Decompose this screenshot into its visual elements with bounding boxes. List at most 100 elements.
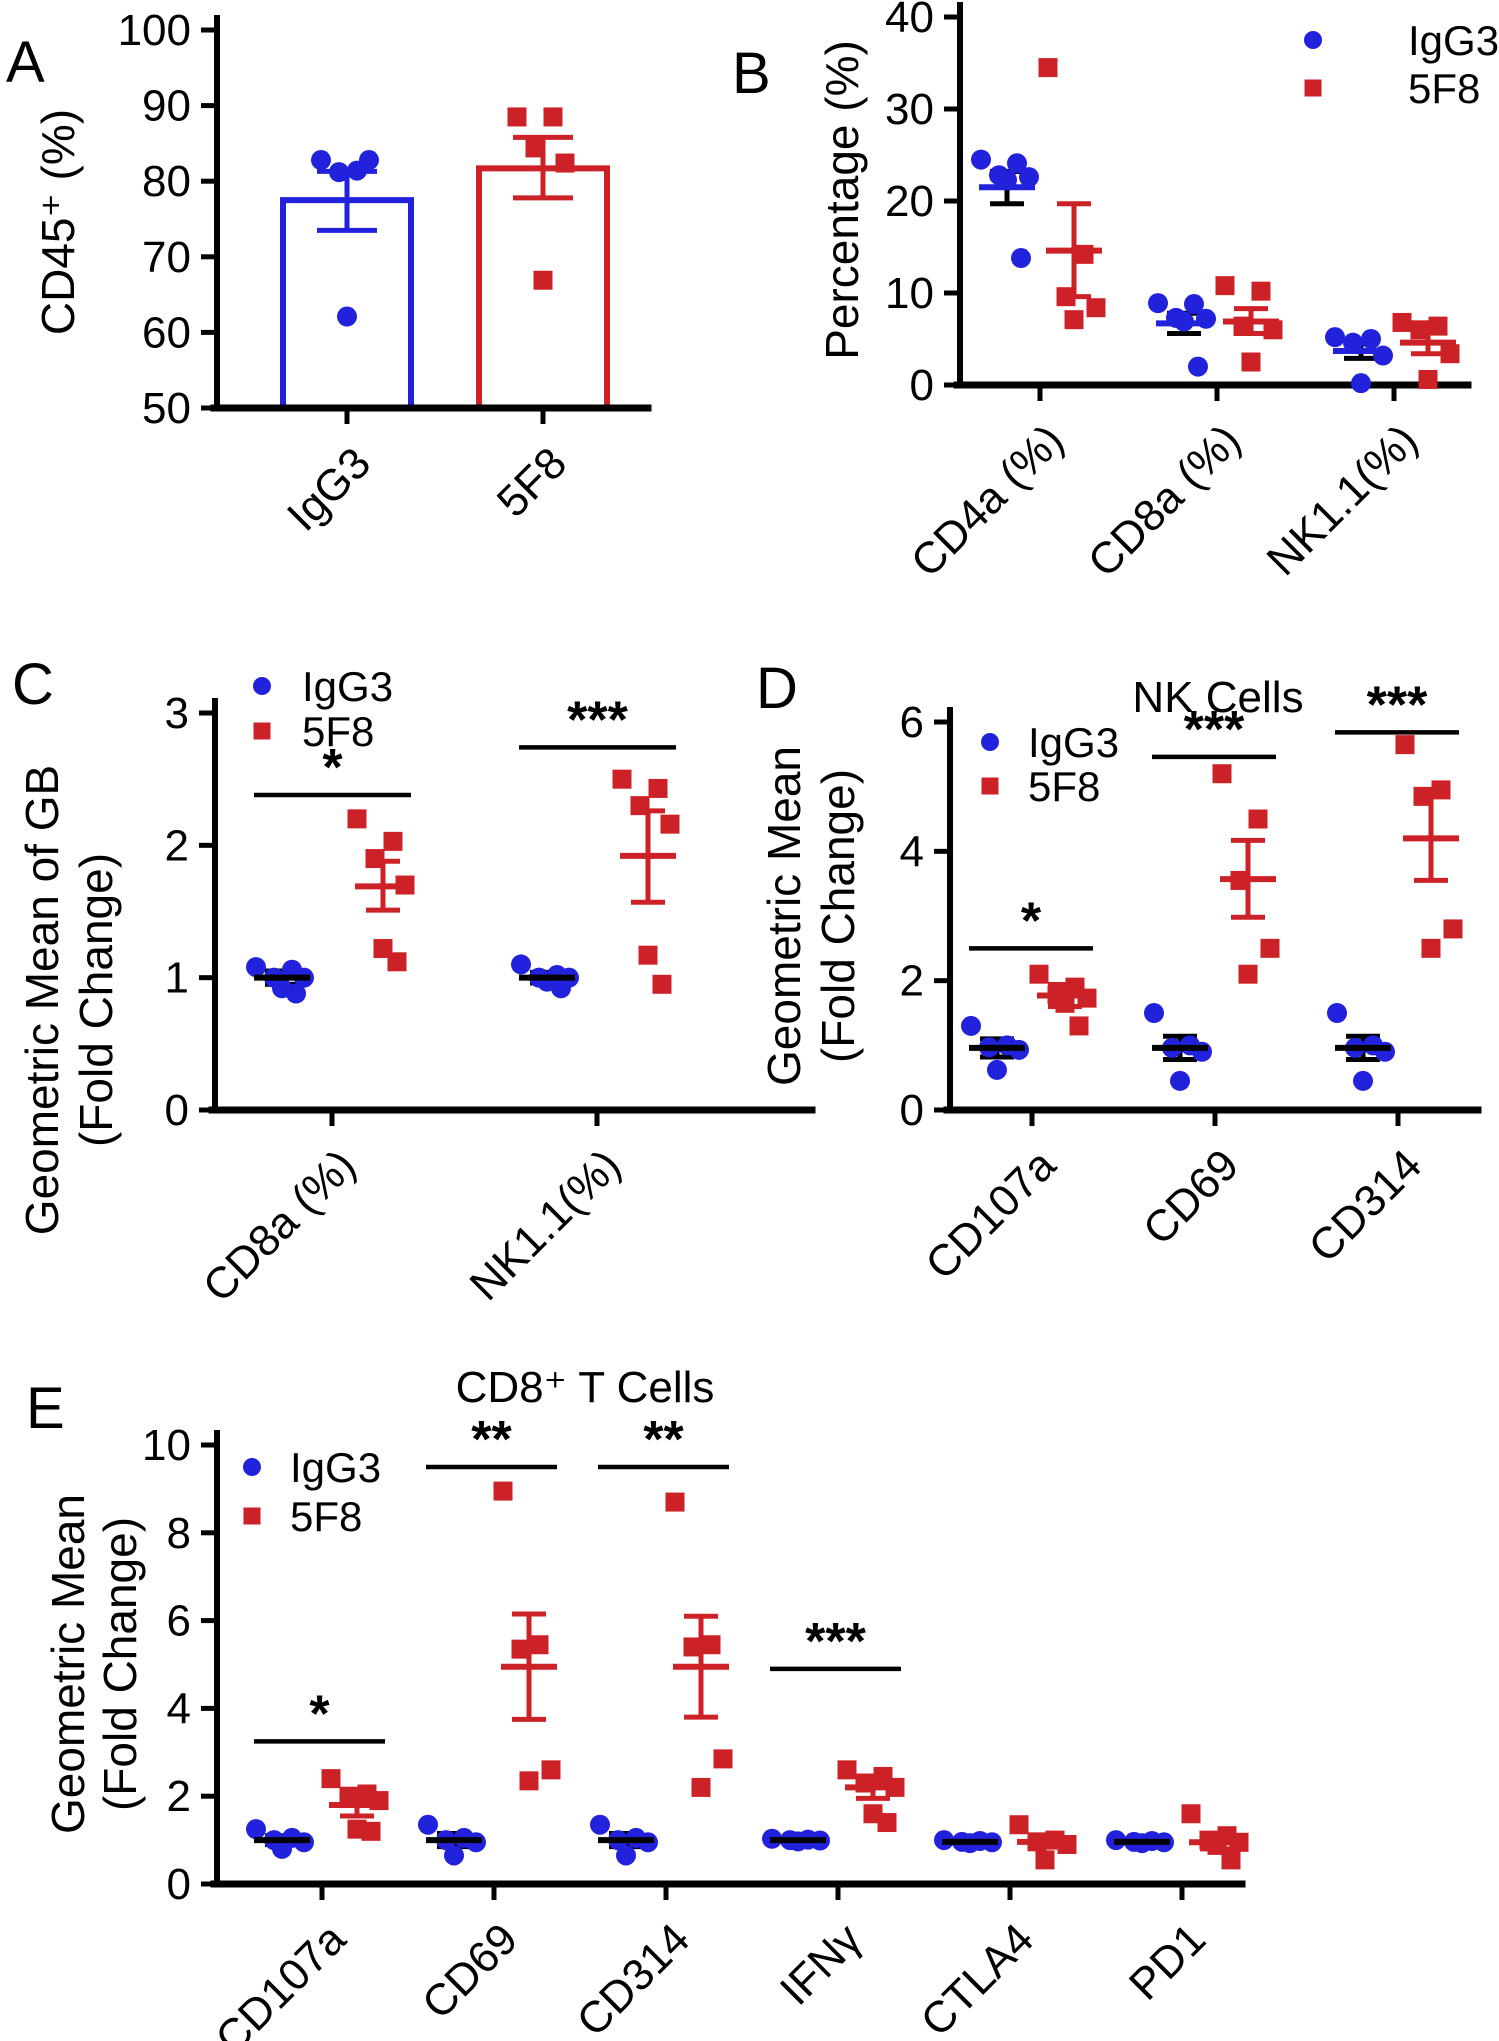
data-point-igg3 xyxy=(616,1845,636,1866)
x-category-label-E: PD1 xyxy=(1120,1914,1215,2009)
legend-label-igg3: IgG3 xyxy=(290,1444,381,1491)
data-point-igg3 xyxy=(1148,293,1168,314)
y-tick-label-C: 0 xyxy=(165,1086,189,1135)
data-point-igg3 xyxy=(1353,1070,1373,1091)
data-point-igg3 xyxy=(444,1845,464,1866)
significance-stars: *** xyxy=(1184,701,1245,759)
data-point-5F8 xyxy=(543,107,563,127)
data-point-f5f8 xyxy=(1428,316,1448,336)
data-point-f5f8 xyxy=(1410,320,1430,340)
data-point-igg3 xyxy=(1361,329,1381,349)
data-point-igg3 xyxy=(1184,294,1204,315)
legend-marker-igg3-icon xyxy=(1304,31,1322,49)
significance-stars: *** xyxy=(1367,676,1428,734)
y-axis-label-B: Percentage (%) xyxy=(816,40,868,360)
y-tick-label-B: 40 xyxy=(885,0,934,42)
data-point-f5f8 xyxy=(1440,344,1460,364)
data-point-igg3 xyxy=(246,957,266,978)
legend-marker-f5f8-icon xyxy=(243,1507,261,1525)
data-point-f5f8 xyxy=(1212,764,1232,784)
y-tick-label-A: 50 xyxy=(142,384,191,433)
y-tick-label-C: 1 xyxy=(165,954,189,1003)
legend-label-f5f8: 5F8 xyxy=(1028,763,1100,810)
data-point-f5f8 xyxy=(1035,1850,1055,1870)
legend-label-igg3: IgG3 xyxy=(1408,17,1499,64)
significance-stars: * xyxy=(322,739,343,797)
panel-label-A: A xyxy=(6,30,45,95)
y-axis-label-D: Geometric Mean xyxy=(758,746,810,1086)
legend-marker-f5f8-icon xyxy=(253,722,271,740)
data-point-f5f8 xyxy=(361,1821,381,1841)
y-tick-label-E: 2 xyxy=(167,1772,191,1821)
y-axis-label-A: CD45⁺ (%) xyxy=(32,109,84,335)
x-category-label-A: 5F8 xyxy=(488,438,576,526)
y-tick-label-A: 100 xyxy=(118,6,191,55)
data-point-f5f8 xyxy=(665,1492,685,1512)
data-point-igg3 xyxy=(1325,327,1345,348)
legend-marker-f5f8-icon xyxy=(981,777,999,795)
legend-label-f5f8: 5F8 xyxy=(1408,65,1480,112)
data-point-f5f8 xyxy=(347,809,367,829)
data-point-f5f8 xyxy=(837,1760,857,1780)
data-point-5F8 xyxy=(533,270,553,290)
data-point-f5f8 xyxy=(1251,281,1271,301)
data-point-igg3 xyxy=(551,978,571,999)
y-tick-label-D: 2 xyxy=(900,957,924,1006)
data-point-f5f8 xyxy=(1263,320,1283,340)
y-tick-label-B: 0 xyxy=(910,361,934,410)
data-point-IgG3 xyxy=(311,150,331,171)
data-point-IgG3 xyxy=(337,306,357,327)
x-category-label-E: CTLA4 xyxy=(912,1914,1043,2041)
data-point-igg3 xyxy=(246,1819,266,1840)
y-tick-label-D: 0 xyxy=(900,1086,924,1135)
data-point-f5f8 xyxy=(541,1760,561,1780)
y-tick-label-C: 2 xyxy=(165,821,189,870)
data-point-f5f8 xyxy=(1181,1804,1201,1824)
data-point-igg3 xyxy=(1192,1041,1212,1062)
panel-title-E: CD8⁺ T Cells xyxy=(456,1363,715,1412)
data-point-igg3 xyxy=(1007,153,1027,174)
data-point-igg3 xyxy=(1327,1003,1347,1023)
data-point-igg3 xyxy=(1188,356,1208,377)
data-point-igg3 xyxy=(511,954,531,975)
data-point-f5f8 xyxy=(365,849,385,869)
y-axis-label-C: (Fold Change) xyxy=(70,853,122,1147)
data-point-igg3 xyxy=(1170,1070,1190,1091)
data-point-IgG3 xyxy=(329,162,349,183)
y-tick-label-E: 8 xyxy=(167,1509,191,1558)
data-point-f5f8 xyxy=(630,796,650,816)
legend-marker-igg3-icon xyxy=(243,1458,261,1476)
data-point-5F8 xyxy=(525,138,545,158)
y-tick-label-C: 3 xyxy=(165,689,189,738)
x-category-label-B: CD8a (%) xyxy=(1079,415,1250,586)
data-point-igg3 xyxy=(971,149,991,170)
data-point-f5f8 xyxy=(387,952,407,972)
panel-label-C: C xyxy=(12,652,54,717)
data-point-f5f8 xyxy=(339,1786,359,1806)
x-category-label-E: CD314 xyxy=(568,1914,699,2041)
data-point-f5f8 xyxy=(321,1769,341,1789)
data-point-f5f8 xyxy=(713,1749,733,1769)
data-point-f5f8 xyxy=(691,1777,711,1797)
x-category-label-D: CD314 xyxy=(1300,1140,1431,1271)
significance-stars: *** xyxy=(805,1613,866,1671)
panel-label-D: D xyxy=(756,656,798,721)
data-point-f5f8 xyxy=(1086,298,1106,318)
y-tick-label-D: 4 xyxy=(900,827,924,876)
data-point-5F8 xyxy=(555,153,575,173)
y-axis-label-C: Geometric Mean of GB xyxy=(16,765,68,1235)
data-point-f5f8 xyxy=(529,1635,549,1655)
data-point-f5f8 xyxy=(1431,780,1451,800)
y-tick-label-B: 20 xyxy=(885,177,934,226)
data-point-f5f8 xyxy=(383,831,403,851)
data-point-igg3 xyxy=(418,1814,438,1835)
legend-marker-igg3-icon xyxy=(253,677,271,695)
data-point-igg3 xyxy=(1011,248,1031,269)
panel-title-D: NK Cells xyxy=(1132,673,1303,722)
data-point-IgG3 xyxy=(359,150,379,171)
data-point-f5f8 xyxy=(1215,276,1235,296)
data-point-f5f8 xyxy=(493,1481,513,1501)
data-point-igg3 xyxy=(1343,332,1363,353)
